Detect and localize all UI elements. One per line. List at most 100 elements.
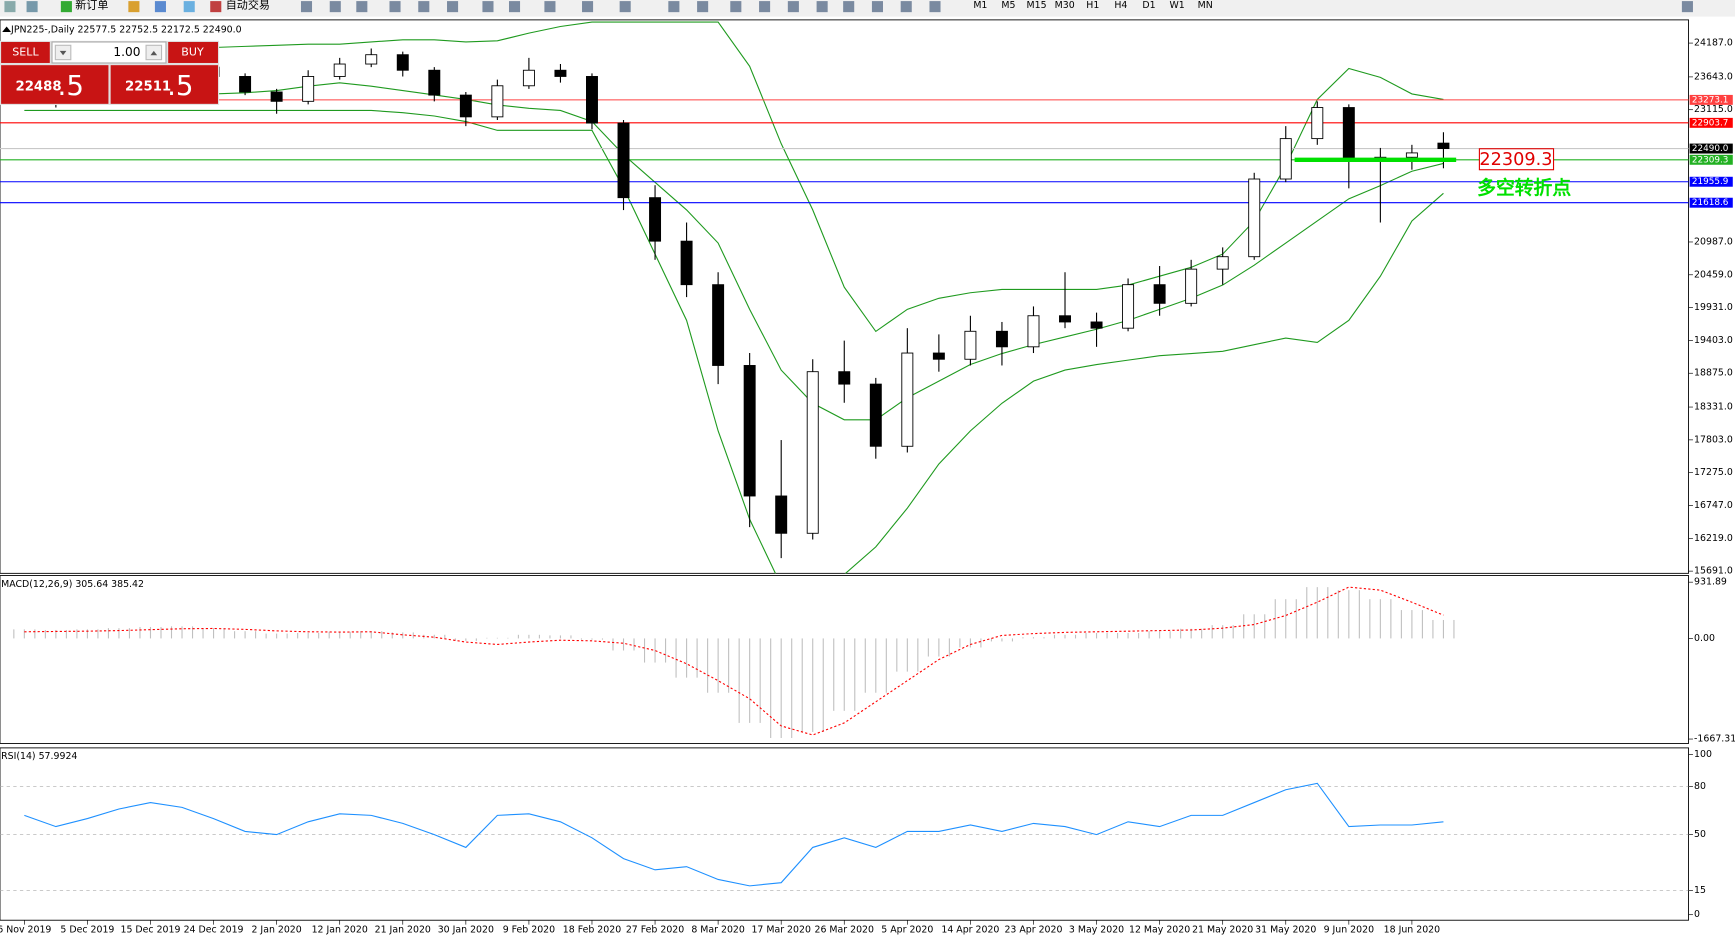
new-order-button[interactable]: 新订单 xyxy=(75,0,108,12)
tool-icon[interactable] xyxy=(787,1,799,13)
y-tick-label: 23643.0 xyxy=(1694,71,1733,82)
timeframe-button[interactable]: MN xyxy=(1198,0,1213,11)
price-tag-label: 21618.6 xyxy=(1692,198,1729,208)
tool-icon[interactable] xyxy=(582,1,594,13)
tool-icon[interactable] xyxy=(816,1,828,13)
x-tick-label: 3 May 2020 xyxy=(1069,925,1124,936)
timeframe-button[interactable]: H1 xyxy=(1086,0,1099,11)
candle-body xyxy=(1248,178,1261,258)
x-tick-label: 24 Dec 2019 xyxy=(184,925,244,936)
new-order-icon[interactable] xyxy=(60,1,72,13)
collapse-arrow[interactable] xyxy=(2,26,12,33)
candle-body xyxy=(964,330,977,360)
toolbar-icon[interactable] xyxy=(4,1,16,13)
lot-input[interactable] xyxy=(51,41,167,64)
tool-icon[interactable] xyxy=(447,1,459,13)
sell-label[interactable]: SELL xyxy=(12,45,39,58)
x-tick-label: 12 Jan 2020 xyxy=(312,925,368,936)
candle-body xyxy=(743,365,756,497)
tool-icon[interactable] xyxy=(300,1,313,13)
toolbar-icon[interactable] xyxy=(154,1,166,13)
tool-icon[interactable] xyxy=(759,1,771,13)
toolbar-icon[interactable] xyxy=(128,1,140,13)
candle-body xyxy=(649,197,662,242)
x-tick-label: 21 Jan 2020 xyxy=(375,925,431,936)
timeframe-button[interactable]: M1 xyxy=(973,0,987,11)
auto-trading-icon[interactable] xyxy=(210,1,222,13)
sell-button[interactable] xyxy=(1,41,50,63)
x-tick-label: 14 Apr 2020 xyxy=(941,925,999,936)
up-arrow xyxy=(150,50,158,56)
candle-body xyxy=(302,76,315,102)
candle-body xyxy=(680,240,693,286)
tool-icon[interactable] xyxy=(482,1,494,13)
x-tick-label: 2 Jan 2020 xyxy=(251,925,301,936)
candle-body xyxy=(932,352,945,360)
tool-icon[interactable] xyxy=(508,1,521,13)
y-tick-label: 16747.0 xyxy=(1694,500,1733,511)
tool-icon[interactable] xyxy=(871,1,883,13)
timeframe-button[interactable]: D1 xyxy=(1142,0,1155,11)
bollinger-band xyxy=(24,82,1444,421)
x-tick-label: 17 Mar 2020 xyxy=(751,925,811,936)
search-icon[interactable] xyxy=(1681,1,1693,13)
tool-icon[interactable] xyxy=(668,1,680,13)
toolbar-icon[interactable] xyxy=(183,1,195,13)
price-tag-label: 23273.1 xyxy=(1692,95,1729,105)
candle-body xyxy=(396,54,409,71)
tool-icon[interactable] xyxy=(356,1,368,13)
buy-button[interactable] xyxy=(168,41,218,63)
x-tick-label: 23 Apr 2020 xyxy=(1004,925,1062,936)
buy-price-frac: .5 xyxy=(167,69,193,102)
y-tick-label: 931.89 xyxy=(1694,577,1727,588)
y-tick-label: 17275.0 xyxy=(1694,467,1733,478)
rsi-title: RSI(14) 57.9924 xyxy=(1,751,77,762)
candle-body xyxy=(333,63,346,77)
timeframe-button[interactable]: W1 xyxy=(1169,0,1184,11)
timeframe-button[interactable]: M30 xyxy=(1055,0,1075,11)
tool-icon[interactable] xyxy=(929,1,941,13)
y-tick-label: 23115.0 xyxy=(1694,104,1733,115)
x-tick-label: 9 Feb 2020 xyxy=(503,925,555,936)
one-click-panel: SELL 1.00 BUY 22488 .5 22511 .5 xyxy=(0,40,220,105)
tool-icon[interactable] xyxy=(900,1,912,13)
tool-icon[interactable] xyxy=(418,1,430,13)
tool-icon[interactable] xyxy=(619,1,631,13)
y-tick-label: 0 xyxy=(1694,909,1700,920)
x-tick-label: 5 Dec 2019 xyxy=(60,925,114,936)
tool-icon[interactable] xyxy=(544,1,556,13)
price-tag-label: 22903.7 xyxy=(1692,118,1729,128)
candle-body xyxy=(1279,138,1292,180)
tool-icon[interactable] xyxy=(329,1,341,13)
price-tag xyxy=(1689,154,1733,165)
x-tick-label: 6 Nov 2019 xyxy=(0,925,51,936)
tool-icon[interactable] xyxy=(843,1,855,13)
timeframe-button[interactable]: M5 xyxy=(1001,0,1015,11)
timeframe-button[interactable]: M15 xyxy=(1027,0,1047,11)
symbol-title: JPN225-,Daily xyxy=(10,24,75,35)
candle-body xyxy=(1405,152,1418,158)
tool-icon[interactable] xyxy=(697,1,709,13)
x-tick-label: 27 Feb 2020 xyxy=(626,925,684,936)
down-arrow xyxy=(59,50,67,56)
buy-label[interactable]: BUY xyxy=(181,45,204,58)
timeframe-button[interactable]: H4 xyxy=(1114,0,1127,11)
tool-icon[interactable] xyxy=(730,1,742,13)
y-tick-label: 16219.0 xyxy=(1694,533,1733,544)
price-tag-label: 22309.3 xyxy=(1692,155,1729,165)
tool-icon[interactable] xyxy=(389,1,401,13)
macd-panel xyxy=(0,575,1689,744)
candle-body xyxy=(901,352,914,447)
sell-price-main: 22488 xyxy=(15,80,61,95)
candle-body xyxy=(365,54,378,65)
sell-price-box[interactable] xyxy=(1,65,109,104)
toolbar-icon[interactable] xyxy=(26,1,38,13)
lot-value[interactable]: 1.00 xyxy=(113,45,140,59)
auto-trading-button[interactable]: 自动交易 xyxy=(226,0,270,12)
y-tick-label: 0.00 xyxy=(1694,633,1715,644)
candle-body xyxy=(995,330,1008,348)
price-tag xyxy=(1689,176,1733,187)
buy-price-box[interactable] xyxy=(110,65,218,104)
candle-body xyxy=(1027,315,1040,348)
